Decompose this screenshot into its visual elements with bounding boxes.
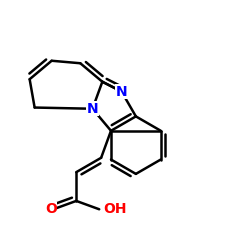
Text: OH: OH	[103, 202, 126, 216]
Text: N: N	[116, 84, 127, 98]
Text: N: N	[87, 102, 98, 116]
Text: O: O	[45, 202, 57, 216]
